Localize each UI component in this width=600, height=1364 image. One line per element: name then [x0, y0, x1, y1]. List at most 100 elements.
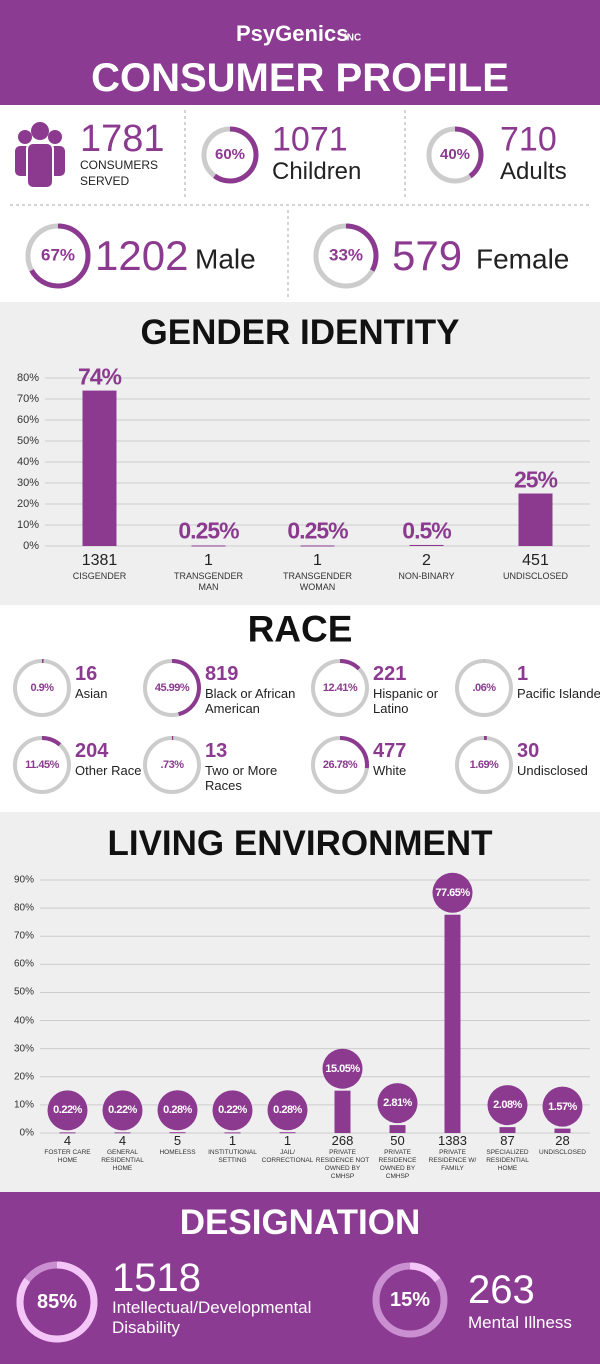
ring-label: 11.45% [25, 758, 59, 771]
designation-label: Mental Illness [468, 1313, 572, 1332]
count-label: 4 [118, 1132, 127, 1148]
count-label: 268 [331, 1132, 354, 1148]
count-label: 5 [173, 1132, 182, 1148]
ring-arc [143, 659, 201, 717]
y-tick-label: 70% [13, 930, 34, 942]
group-value: 579 [392, 231, 463, 279]
ring-label: 33% [328, 245, 364, 265]
page-title: CONSUMER PROFILE [91, 56, 509, 100]
ring-arc [313, 223, 379, 289]
count-label: 2 [422, 552, 431, 570]
designation-band [0, 1192, 600, 1364]
x-tick-label: PRIVATE RESIDENCE NOT OWNED BY CMHSP [315, 1149, 370, 1181]
value-label: 0.28% [163, 1104, 192, 1117]
bar [82, 390, 117, 546]
value-label: 1.57% [548, 1100, 577, 1113]
bar [224, 1132, 241, 1134]
label-bubble [47, 1090, 88, 1131]
ring-label: 67% [40, 245, 76, 265]
count-label: 1381 [81, 552, 118, 570]
group-label: Adults [500, 157, 567, 185]
value-label: 0.22% [53, 1104, 82, 1117]
count-label: 1 [204, 552, 213, 570]
race-name: Black or African American [205, 686, 296, 716]
label-bubble [432, 872, 473, 913]
x-tick-label: HOMELESS [159, 1149, 196, 1156]
ring-label: .06% [472, 681, 496, 694]
race-name: Pacific Islander [517, 686, 600, 701]
y-tick-label: 30% [13, 1043, 34, 1055]
race-name: Asian [75, 686, 108, 701]
y-tick-label: 20% [16, 497, 39, 510]
y-tick-label: 40% [13, 1015, 34, 1027]
value-label: 74% [77, 362, 122, 389]
ring-label: .73% [160, 758, 184, 771]
count-label: 451 [522, 552, 549, 570]
y-tick-label: 60% [16, 413, 39, 426]
chart-title: LIVING ENVIRONMENT [107, 823, 493, 863]
race-count: 477 [373, 740, 407, 762]
bar [389, 1125, 406, 1133]
count-label: 4 [63, 1132, 72, 1148]
y-tick-label: 80% [16, 371, 39, 384]
bar [518, 493, 553, 546]
total-value: 1781 [80, 118, 165, 161]
x-tick-label: PRIVATE RESIDENCE W/ FAMILY [428, 1149, 477, 1173]
y-tick-label: 20% [13, 1071, 34, 1083]
label-bubble [102, 1090, 143, 1131]
section-title: DESIGNATION [179, 1202, 421, 1242]
group-label: Children [272, 157, 362, 185]
ring-label: 26.78% [322, 758, 358, 771]
count-label: 50 [390, 1132, 405, 1148]
ring-arc [311, 736, 369, 794]
race-count: 30 [517, 740, 540, 762]
y-tick-label: 50% [16, 434, 39, 447]
label-bubble [542, 1086, 583, 1127]
y-tick-label: 10% [13, 1099, 34, 1111]
value-label: 2.08% [493, 1099, 522, 1112]
x-tick-label: INSTITUTIONAL SETTING [208, 1149, 257, 1165]
ring-arc [455, 736, 513, 794]
y-tick-label: 90% [13, 874, 34, 886]
x-tick-label: FOSTER CARE HOME [44, 1149, 91, 1165]
label-bubble [322, 1048, 363, 1089]
count-label: 28 [555, 1132, 570, 1148]
bar [169, 1132, 186, 1134]
designation-value: 263 [468, 1268, 535, 1312]
value-label: 0.22% [218, 1104, 247, 1117]
y-tick-label: 0% [23, 539, 39, 552]
value-label: 15.05% [325, 1062, 360, 1075]
count-label: 1 [313, 552, 322, 570]
race-name: Hispanic or Latino [373, 686, 439, 716]
race-count: 1 [517, 663, 529, 685]
ring-label: 85% [36, 1291, 78, 1313]
ring-label: 12.41% [322, 681, 358, 694]
ring-label: 1.69% [469, 758, 499, 771]
designation-value: 1518 [112, 1256, 201, 1300]
value-label: 77.65% [435, 886, 470, 899]
ring-label: 0.9% [30, 681, 54, 694]
count-label: 1 [283, 1132, 292, 1148]
value-label: 2.81% [383, 1097, 412, 1110]
race-name: Undisclosed [517, 763, 588, 778]
count-label: 1 [228, 1132, 237, 1148]
total-label: CONSUMERS SERVED [80, 158, 159, 188]
y-tick-label: 70% [16, 392, 39, 405]
ring-arc [455, 659, 513, 717]
y-tick-label: 80% [13, 902, 34, 914]
group-value: 1071 [272, 120, 348, 159]
y-tick-label: 40% [16, 455, 39, 468]
x-tick-label: TRANSGENDER MAN [173, 571, 243, 593]
label-bubble [487, 1085, 528, 1126]
value-label: 0.25% [287, 517, 348, 544]
group-value: 1202 [95, 231, 189, 279]
race-count: 13 [205, 740, 228, 762]
group-label: Male [195, 243, 256, 275]
race-name: Two or More Races [205, 763, 278, 793]
x-tick-label: CISGENDER [72, 571, 127, 581]
bar [191, 545, 226, 547]
ring-arc [201, 126, 259, 184]
ring-arc [311, 659, 369, 717]
y-tick-label: 60% [13, 958, 34, 970]
